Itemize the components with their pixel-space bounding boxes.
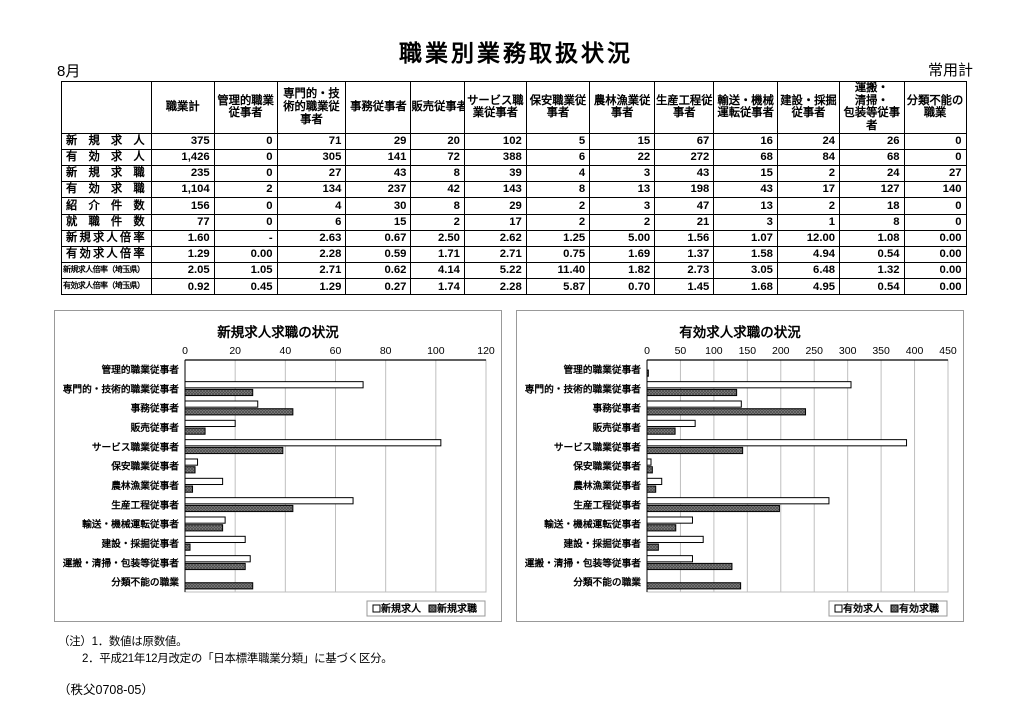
svg-text:輸送・機械運転従事者: 輸送・機械運転従事者 <box>82 518 179 531</box>
svg-text:200: 200 <box>772 345 790 357</box>
svg-text:100: 100 <box>427 345 445 357</box>
svg-text:350: 350 <box>872 345 890 357</box>
svg-text:150: 150 <box>739 345 757 357</box>
svg-text:0: 0 <box>644 345 650 357</box>
svg-text:120: 120 <box>477 345 495 357</box>
svg-text:分類不能の職業: 分類不能の職業 <box>111 576 179 589</box>
svg-text:有効求人: 有効求人 <box>843 602 884 615</box>
svg-text:事務従事者: 事務従事者 <box>131 402 180 415</box>
svg-text:農林漁業従事者: 農林漁業従事者 <box>111 479 179 492</box>
svg-text:450: 450 <box>939 345 957 357</box>
svg-text:生産工程従事者: 生産工程従事者 <box>111 498 179 511</box>
svg-text:50: 50 <box>675 345 687 357</box>
svg-text:保安職業従事者: 保安職業従事者 <box>572 460 641 473</box>
svg-text:新規求人求職の状況: 新規求人求職の状況 <box>217 324 339 340</box>
svg-text:販売従事者: 販売従事者 <box>593 421 642 434</box>
svg-text:100: 100 <box>705 345 723 357</box>
svg-text:運搬・清掃・包装等従事者: 運搬・清掃・包装等従事者 <box>525 556 642 569</box>
svg-text:販売従事者: 販売従事者 <box>131 421 180 434</box>
svg-text:専門的・技術的職業従事者: 専門的・技術的職業従事者 <box>63 382 180 395</box>
svg-text:輸送・機械運転従事者: 輸送・機械運転従事者 <box>544 518 641 531</box>
svg-text:40: 40 <box>279 345 291 357</box>
svg-text:新規求職: 新規求職 <box>437 602 477 615</box>
svg-text:サービス職業従事者: サービス職業従事者 <box>554 440 641 453</box>
svg-text:20: 20 <box>229 345 241 357</box>
svg-text:農林漁業従事者: 農林漁業従事者 <box>573 479 641 492</box>
svg-text:生産工程従事者: 生産工程従事者 <box>573 498 641 511</box>
svg-text:保安職業従事者: 保安職業従事者 <box>110 460 179 473</box>
svg-text:0: 0 <box>182 345 188 357</box>
svg-text:事務従事者: 事務従事者 <box>593 402 642 415</box>
svg-text:運搬・清掃・包装等従事者: 運搬・清掃・包装等従事者 <box>63 556 180 569</box>
svg-text:建設・採掘従事者: 建設・採掘従事者 <box>101 537 180 550</box>
svg-text:300: 300 <box>839 345 857 357</box>
svg-text:分類不能の職業: 分類不能の職業 <box>573 576 641 589</box>
svg-text:250: 250 <box>805 345 823 357</box>
svg-text:有効求職: 有効求職 <box>899 602 939 615</box>
svg-text:400: 400 <box>906 345 924 357</box>
svg-text:80: 80 <box>380 345 392 357</box>
svg-text:サービス職業従事者: サービス職業従事者 <box>92 440 179 453</box>
svg-text:建設・採掘従事者: 建設・採掘従事者 <box>563 537 642 550</box>
svg-text:新規求人: 新規求人 <box>381 602 422 615</box>
svg-text:管理的職業従事者: 管理的職業従事者 <box>564 363 642 376</box>
svg-text:専門的・技術的職業従事者: 専門的・技術的職業従事者 <box>525 382 642 395</box>
svg-text:管理的職業従事者: 管理的職業従事者 <box>102 363 180 376</box>
svg-text:60: 60 <box>330 345 342 357</box>
svg-text:有効求人求職の状況: 有効求人求職の状況 <box>679 324 801 340</box>
